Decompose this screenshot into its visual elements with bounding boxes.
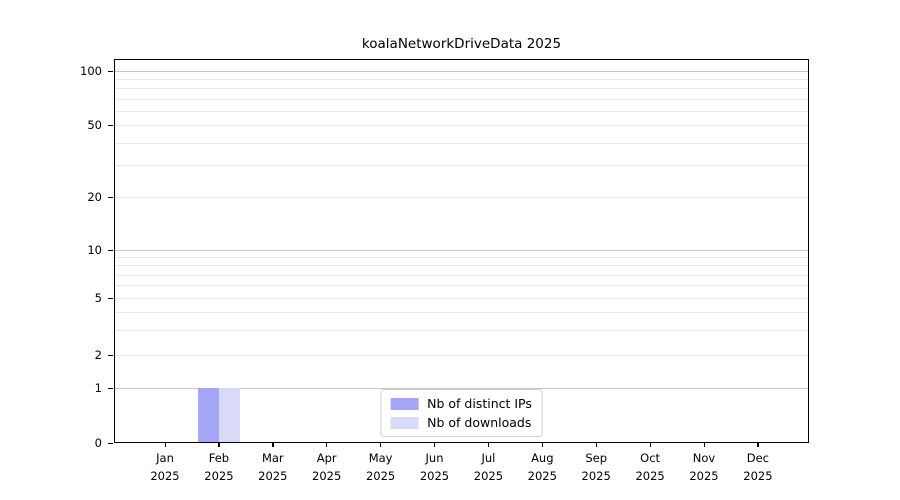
x-tick-label: Aug 2025 [528,450,557,485]
x-tick-label: Apr 2025 [312,450,341,485]
y-tick-label: 5 [94,291,102,305]
major-gridline [114,388,809,389]
minor-gridline [114,98,809,100]
minor-gridline [114,142,809,144]
x-tick-label: Jun 2025 [420,450,449,485]
x-tick-label-line: Oct [640,451,661,465]
x-tick-mark [487,443,490,447]
bar-nb-of-downloads [218,388,240,443]
minor-gridline [114,125,809,126]
y-tick-mark [108,124,113,126]
x-tick-mark [272,443,274,447]
x-tick-label-line: Jun [425,451,444,465]
x-tick-label: Sep 2025 [582,450,611,485]
y-tick-mark [108,387,113,389]
y-tick-mark [108,354,113,356]
legend-row: Nb of downloads [390,415,532,430]
minor-gridline [114,79,809,81]
x-tick-label-line: May [368,451,393,465]
x-tick-mark [757,443,759,447]
minor-gridline [114,197,809,198]
y-tick-mark [108,70,113,72]
x-tick-label-line: Jul [481,451,496,465]
x-tick-label: Jul 2025 [474,450,503,485]
major-gridline [114,250,809,251]
y-tick-mark [108,249,113,251]
legend-swatch-icon [390,397,419,410]
x-tick-label-line: 2025 [258,468,288,483]
chart-title: koalaNetworkDriveData 2025 [361,36,562,52]
plot-area: Nb of distinct IPs Nb of downloads [114,59,809,443]
x-tick-mark [541,443,544,447]
x-tick-mark [164,443,166,447]
x-tick-label-line: Mar [261,451,284,465]
x-tick-label: May 2025 [366,450,395,485]
x-tick-label: Nov 2025 [689,450,718,485]
x-tick-mark [218,443,220,447]
x-tick-label-line: 2025 [365,468,396,483]
x-tick-label-line: Apr [316,451,337,465]
x-tick-label: Jan 2025 [150,450,179,485]
x-tick-mark [595,443,597,447]
minor-gridline [114,298,809,299]
y-tick-mark [108,196,113,198]
minor-gridline [114,110,809,112]
x-tick-label: Mar 2025 [258,450,287,485]
x-tick-mark [649,443,651,447]
minor-gridline [114,88,809,90]
minor-gridline [114,355,809,356]
x-tick-label-line: 2025 [473,468,504,483]
y-tick-label: 20 [87,190,102,204]
x-tick-label-line: 2025 [743,468,773,483]
y-tick-label: 100 [80,64,102,78]
x-tick-label-line: 2025 [150,468,180,483]
minor-gridline [114,165,809,167]
x-tick-mark [326,443,328,447]
x-tick-label-line: Sep [585,451,608,465]
legend: Nb of distinct IPs Nb of downloads [380,389,543,437]
x-tick-label-line: 2025 [419,468,450,483]
bar-nb-of-distinct-ips [197,388,219,443]
x-tick-label-line: Dec [746,451,770,465]
x-tick-label-line: Aug [531,451,554,465]
legend-swatch-icon [390,416,419,429]
x-tick-label: Oct 2025 [635,450,664,485]
x-tick-label-line: Feb [208,451,230,465]
minor-gridline [114,257,809,259]
minor-gridline [114,329,809,331]
legend-label: Nb of downloads [427,415,532,430]
x-tick-label: Feb 2025 [204,450,233,485]
y-tick-label: 10 [87,243,102,257]
x-tick-label-line: Jan [156,451,174,465]
x-tick-label-line: 2025 [689,468,719,483]
plot-frame [114,59,809,443]
y-tick-label: 1 [94,381,102,395]
minor-gridline [114,311,809,313]
y-tick-label: 50 [87,118,102,132]
x-tick-label-line: Nov [692,451,716,465]
legend-row: Nb of distinct IPs [390,396,532,411]
x-tick-label-line: 2025 [527,468,557,483]
y-tick-label: 2 [94,348,102,362]
major-gridline [114,71,809,72]
x-tick-label-line: 2025 [312,468,342,483]
x-tick-mark [380,443,382,447]
x-tick-mark [434,443,436,447]
minor-gridline [114,285,809,287]
x-tick-label-line: 2025 [581,468,611,483]
x-tick-mark [703,443,705,447]
y-tick-label: 0 [94,436,102,450]
x-tick-label-line: 2025 [204,468,234,483]
minor-gridline [114,265,809,267]
legend-label: Nb of distinct IPs [427,396,532,411]
minor-gridline [114,274,809,276]
y-tick-mark [108,297,113,299]
y-tick-mark [108,442,113,444]
x-tick-label-line: 2025 [635,468,665,483]
x-tick-label: Dec 2025 [743,450,772,485]
